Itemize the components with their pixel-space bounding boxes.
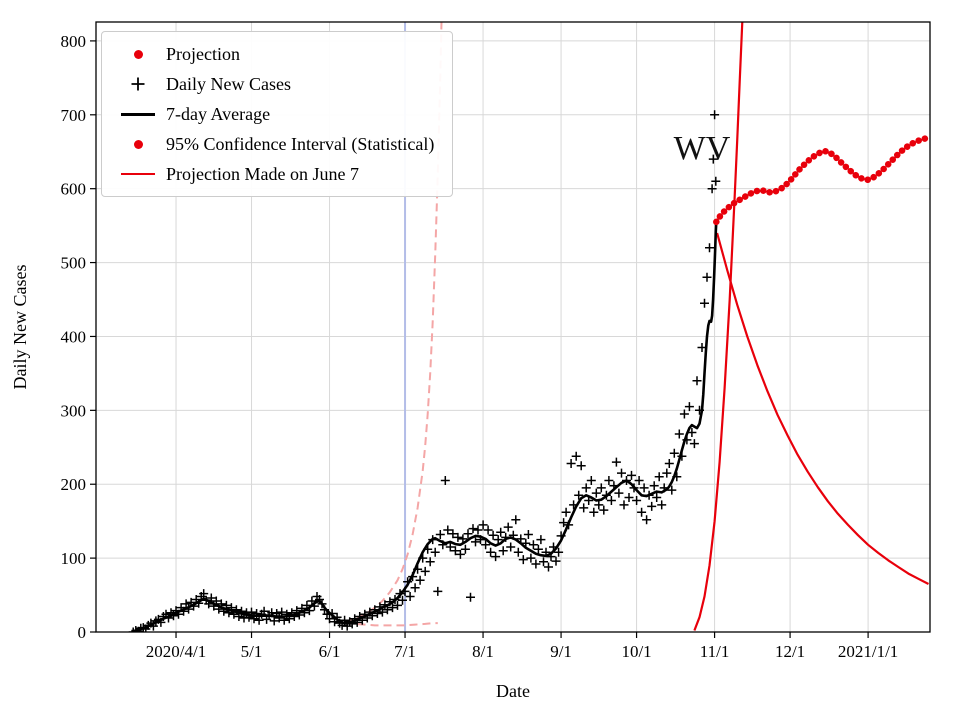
svg-text:600: 600 bbox=[61, 180, 87, 199]
y-axis-label: Daily New Cases bbox=[10, 265, 30, 390]
svg-text:2020/4/1: 2020/4/1 bbox=[146, 642, 206, 661]
svg-text:200: 200 bbox=[61, 475, 87, 494]
projection-dot-icon bbox=[133, 49, 143, 59]
svg-text:12/1: 12/1 bbox=[775, 642, 805, 661]
svg-text:5/1: 5/1 bbox=[241, 642, 263, 661]
june7-projection-line-icon bbox=[121, 172, 155, 176]
svg-text:100: 100 bbox=[61, 549, 87, 568]
svg-text:2021/1/1: 2021/1/1 bbox=[838, 642, 898, 661]
svg-text:7/1: 7/1 bbox=[394, 642, 416, 661]
legend-item-daily-new-cases: Daily New Cases bbox=[110, 69, 434, 99]
series-projection-june7-declining bbox=[716, 232, 930, 585]
series-projection bbox=[713, 135, 930, 226]
svg-text:8/1: 8/1 bbox=[472, 642, 494, 661]
legend-label: Projection Made on June 7 bbox=[166, 163, 359, 184]
legend-item-confidence-interval: 95% Confidence Interval (Statistical) bbox=[110, 129, 434, 159]
svg-text:800: 800 bbox=[61, 32, 87, 51]
legend-label: Daily New Cases bbox=[166, 73, 291, 94]
svg-text:300: 300 bbox=[61, 401, 87, 420]
legend-item-projection: Projection bbox=[110, 39, 434, 69]
legend-label: 95% Confidence Interval (Statistical) bbox=[166, 133, 435, 154]
legend-label: Projection bbox=[166, 43, 240, 64]
legend-item-june7-projection: Projection Made on June 7 bbox=[110, 159, 434, 189]
average-line-icon bbox=[121, 112, 155, 116]
svg-text:500: 500 bbox=[61, 254, 87, 273]
series-seven-day-average bbox=[132, 221, 718, 632]
x-axis-label: Date bbox=[496, 681, 530, 701]
svg-text:11/1: 11/1 bbox=[700, 642, 730, 661]
svg-text:6/1: 6/1 bbox=[319, 642, 341, 661]
series-ci-lower bbox=[344, 622, 438, 627]
svg-text:400: 400 bbox=[61, 327, 87, 346]
state-annotation: WV bbox=[674, 130, 731, 167]
legend-label: 7-day Average bbox=[166, 103, 271, 124]
axis-ticks bbox=[90, 40, 869, 638]
plus-marker-icon bbox=[131, 77, 145, 91]
chart-legend: Projection Daily New Cases 7-day Average… bbox=[101, 31, 454, 197]
legend-item-7day-average: 7-day Average bbox=[110, 99, 434, 129]
svg-text:700: 700 bbox=[61, 106, 87, 125]
tick-labels: 2020/4/1 5/1 6/1 7/1 8/1 9/1 10/1 11/1 12/1 2021/… bbox=[61, 32, 899, 661]
plot-border bbox=[95, 21, 931, 633]
plot-series bbox=[128, 22, 930, 632]
confidence-interval-dot-icon bbox=[133, 139, 143, 149]
series-projection-june7-rising bbox=[693, 22, 744, 631]
svg-text:9/1: 9/1 bbox=[550, 642, 572, 661]
svg-text:0: 0 bbox=[78, 623, 87, 642]
svg-text:10/1: 10/1 bbox=[621, 642, 651, 661]
